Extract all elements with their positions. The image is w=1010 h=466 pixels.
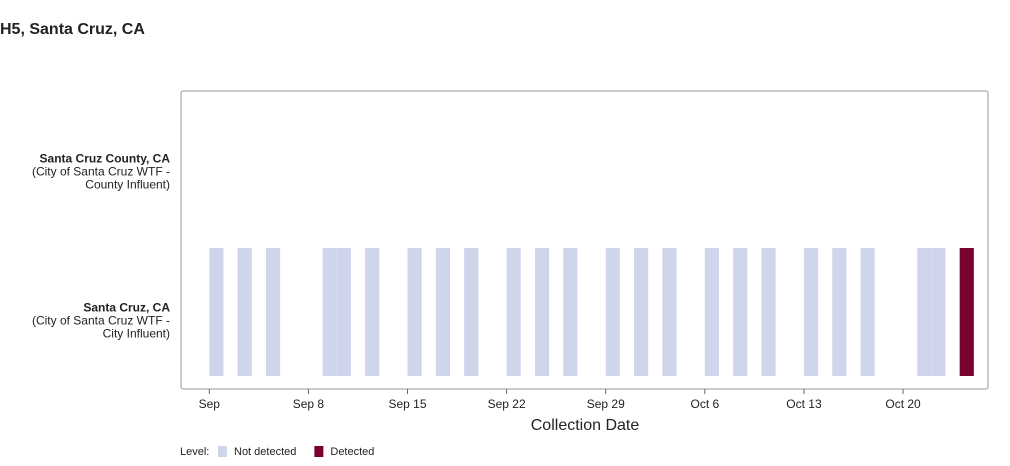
sample-bar: [959, 248, 974, 376]
sample-bar: [407, 248, 422, 376]
x-tick-label: Sep 29: [587, 397, 625, 411]
x-tick-label: Sep 8: [293, 397, 325, 411]
legend-swatch: [314, 446, 324, 457]
sample-bar: [733, 248, 748, 376]
sample-bar: [761, 248, 776, 376]
x-tick-label: Oct 6: [690, 397, 719, 411]
x-tick-label: Sep: [199, 397, 221, 411]
row-name: Santa Cruz County, CA: [40, 152, 171, 166]
legend-label: Detected: [330, 446, 374, 458]
legend-swatch: [218, 446, 227, 457]
sample-bar: [534, 248, 550, 376]
sample-bar: [209, 248, 224, 376]
sample-bar: [237, 248, 252, 376]
chart-title: H5, Santa Cruz, CA: [0, 21, 145, 38]
row-sub: (City of Santa Cruz WTF -: [32, 314, 170, 328]
sample-bar: [704, 248, 719, 376]
row-name: Santa Cruz, CA: [83, 301, 170, 315]
sample-bar: [662, 248, 677, 376]
x-tick-label: Oct 13: [786, 397, 822, 411]
sample-bar: [860, 248, 875, 376]
sample-bar: [365, 248, 380, 376]
sample-bar: [605, 248, 620, 376]
sample-bar: [322, 248, 337, 376]
sample-bar: [435, 248, 450, 376]
x-tick-label: Sep 15: [389, 397, 427, 411]
sample-bar: [917, 248, 932, 376]
plot-frame: [180, 90, 989, 390]
sample-bar: [634, 248, 649, 376]
row-sub: (City of Santa Cruz WTF -: [32, 165, 170, 179]
x-axis-label: Collection Date: [531, 417, 640, 434]
sample-bar: [265, 248, 281, 376]
sample-bar: [803, 248, 819, 376]
x-tick-label: Oct 20: [885, 397, 921, 411]
legend-label: Not detected: [234, 446, 296, 458]
sample-bar: [506, 248, 521, 376]
sample-bar: [931, 248, 946, 376]
row-sub: City Influent): [103, 327, 170, 341]
sample-bar: [336, 248, 351, 376]
sample-bar: [464, 248, 479, 376]
legend-title: Level:: [180, 446, 209, 458]
sample-bar: [563, 248, 578, 376]
row-sub: County Influent): [85, 178, 170, 192]
sample-bar: [832, 248, 847, 376]
x-tick-label: Sep 22: [488, 397, 526, 411]
